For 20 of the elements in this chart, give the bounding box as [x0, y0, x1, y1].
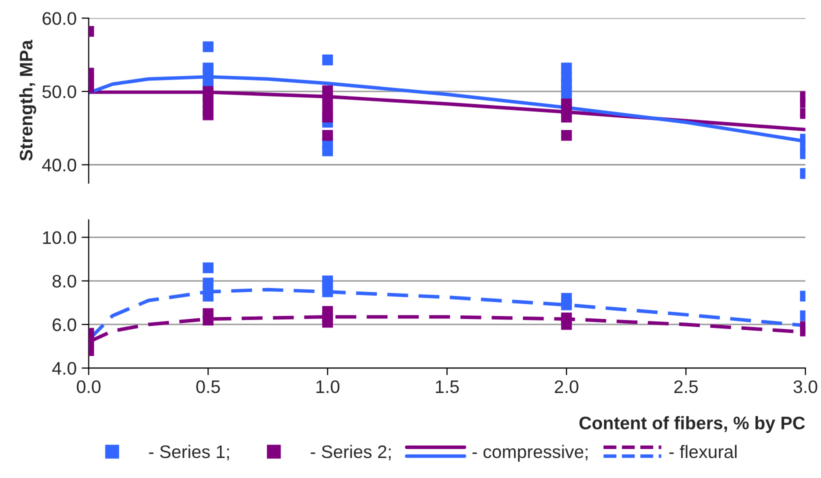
legend-label: - flexural: [669, 444, 737, 458]
legend-label: - Series 1;: [149, 444, 229, 460]
x-tick-label: 0.0: [76, 380, 101, 394]
y-tick-label: 50.0: [42, 85, 76, 98]
y-tick-label: 10.0: [43, 231, 76, 244]
y-tick-label: 40.0: [42, 158, 76, 172]
x-tick-label: 1.5: [436, 380, 459, 394]
x-tick-label: 2.5: [674, 380, 698, 394]
y-axis-title: Strength, MPa: [19, 40, 36, 161]
y-tick-label: 4.0: [52, 362, 76, 375]
y-tick-label: 60.0: [42, 12, 76, 25]
y-tick-label: 8.0: [52, 274, 76, 288]
x-tick-label: 3.0: [794, 380, 818, 394]
x-tick-label: 0.5: [196, 380, 220, 394]
y-tick-label: 6.0: [52, 318, 76, 332]
x-axis-title: Content of fibers, % by PC: [579, 416, 805, 433]
x-tick-label: 1.0: [316, 380, 340, 394]
legend-label: - Series 2;: [310, 444, 391, 460]
x-tick-label: 2.0: [554, 380, 578, 394]
legend-label: - compressive;: [472, 444, 588, 462]
